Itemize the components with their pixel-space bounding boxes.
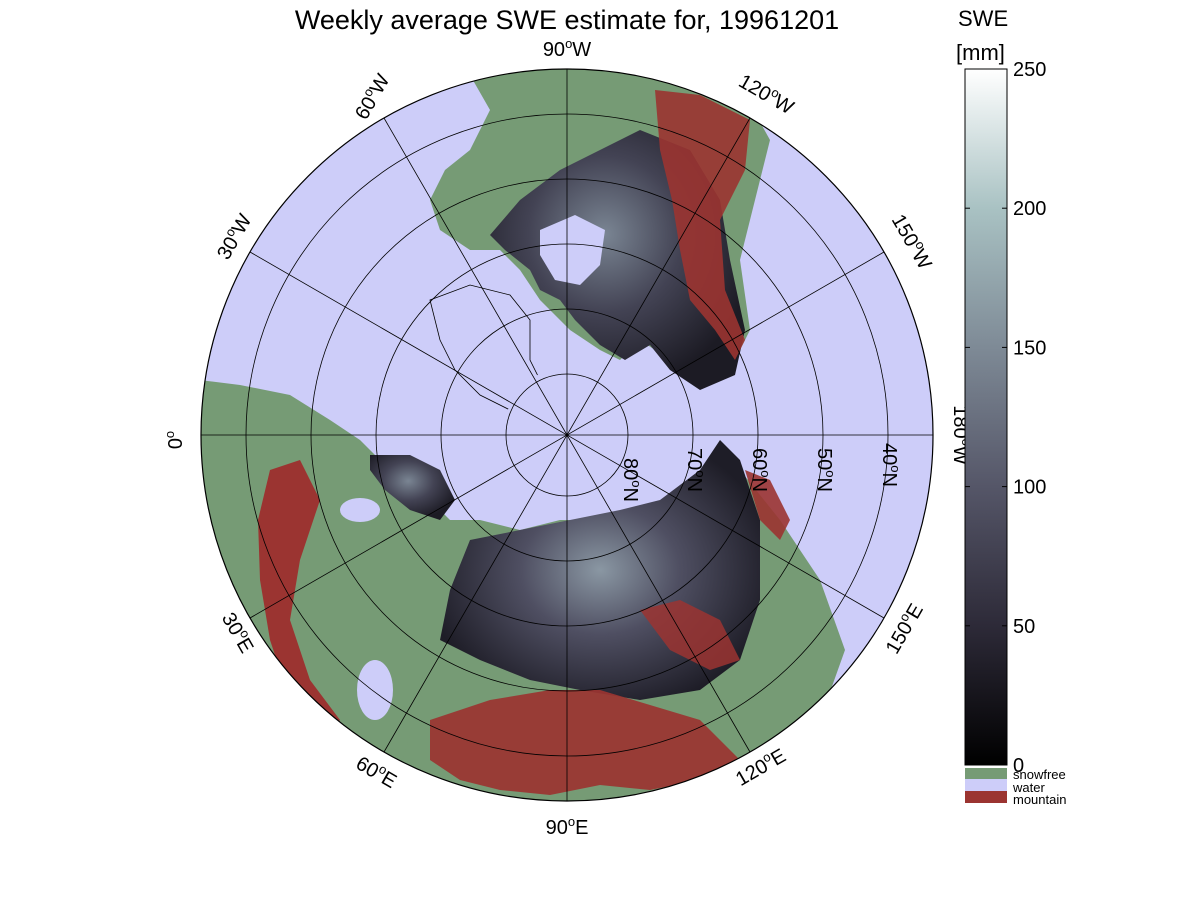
lon-label-0: 0o bbox=[162, 431, 187, 449]
legend-swatch-mountain bbox=[965, 791, 1007, 803]
water-baltic bbox=[340, 498, 380, 522]
colorbar-tick-label: 50 bbox=[1013, 616, 1035, 638]
lon-label-90w: 90oW bbox=[543, 36, 591, 61]
legend-label-water: water bbox=[1012, 780, 1045, 795]
lat-label-80n: 80oN bbox=[619, 458, 644, 502]
latitude-labels: 80oN 70oN 60oN 50oN 40oN bbox=[619, 443, 903, 502]
colorbar-tick-label: 200 bbox=[1013, 198, 1046, 220]
mountain-central-asia bbox=[430, 690, 740, 795]
meridian-150w-30e bbox=[249, 251, 885, 619]
legend-label-snowfree: snowfree bbox=[1013, 767, 1066, 782]
mountain-europe bbox=[258, 460, 340, 740]
water-caspian bbox=[357, 660, 393, 720]
water-arctic-ice-edge bbox=[500, 360, 670, 505]
lon-label-120w: 120oW bbox=[735, 68, 799, 119]
lat-label-50n: 50oN bbox=[813, 448, 838, 492]
colorbar-gradient bbox=[964, 68, 1008, 766]
lat-label-40n: 40oN bbox=[878, 443, 903, 487]
mountain-kamchatka bbox=[745, 470, 790, 540]
legend-swatch-snowfree bbox=[965, 768, 1007, 779]
colorbar-ticks: 0 50 100 150 200 250 bbox=[965, 59, 1046, 777]
lon-label-90e: 90oE bbox=[546, 814, 589, 839]
polar-map bbox=[200, 68, 934, 802]
legend-swatch-water bbox=[965, 779, 1007, 791]
snow-scandinavia bbox=[370, 455, 455, 520]
graticule bbox=[201, 69, 933, 801]
colorbar-tick-label: 150 bbox=[1013, 337, 1046, 359]
colorbar-title-unit: [mm] bbox=[956, 40, 1005, 65]
mountain-east-siberia bbox=[640, 600, 740, 670]
colorbar-title-swe: SWE bbox=[958, 6, 1008, 31]
colorbar: SWE [mm] 0 50 100 150 200 250 bbox=[956, 6, 1046, 777]
map-boundary bbox=[200, 68, 934, 802]
lat-label-70n: 70oN bbox=[683, 448, 708, 492]
category-legend: snowfree water mountain bbox=[965, 767, 1066, 807]
lon-label-150w: 150oW bbox=[887, 209, 938, 273]
lat-label-60n: 60oN bbox=[748, 448, 773, 492]
map-title: Weekly average SWE estimate for, 1996120… bbox=[295, 5, 839, 35]
colorbar-tick-label: 0 bbox=[1013, 755, 1024, 777]
lon-label-60w: 60oW bbox=[349, 69, 395, 123]
legend-label-mountain: mountain bbox=[1013, 792, 1066, 807]
landmasses bbox=[201, 69, 845, 801]
colorbar-tick-label: 100 bbox=[1013, 477, 1046, 499]
mountain-rockies bbox=[655, 90, 750, 360]
water-hudson-bay bbox=[540, 215, 605, 285]
colorbar-tick-label: 250 bbox=[1013, 59, 1046, 81]
